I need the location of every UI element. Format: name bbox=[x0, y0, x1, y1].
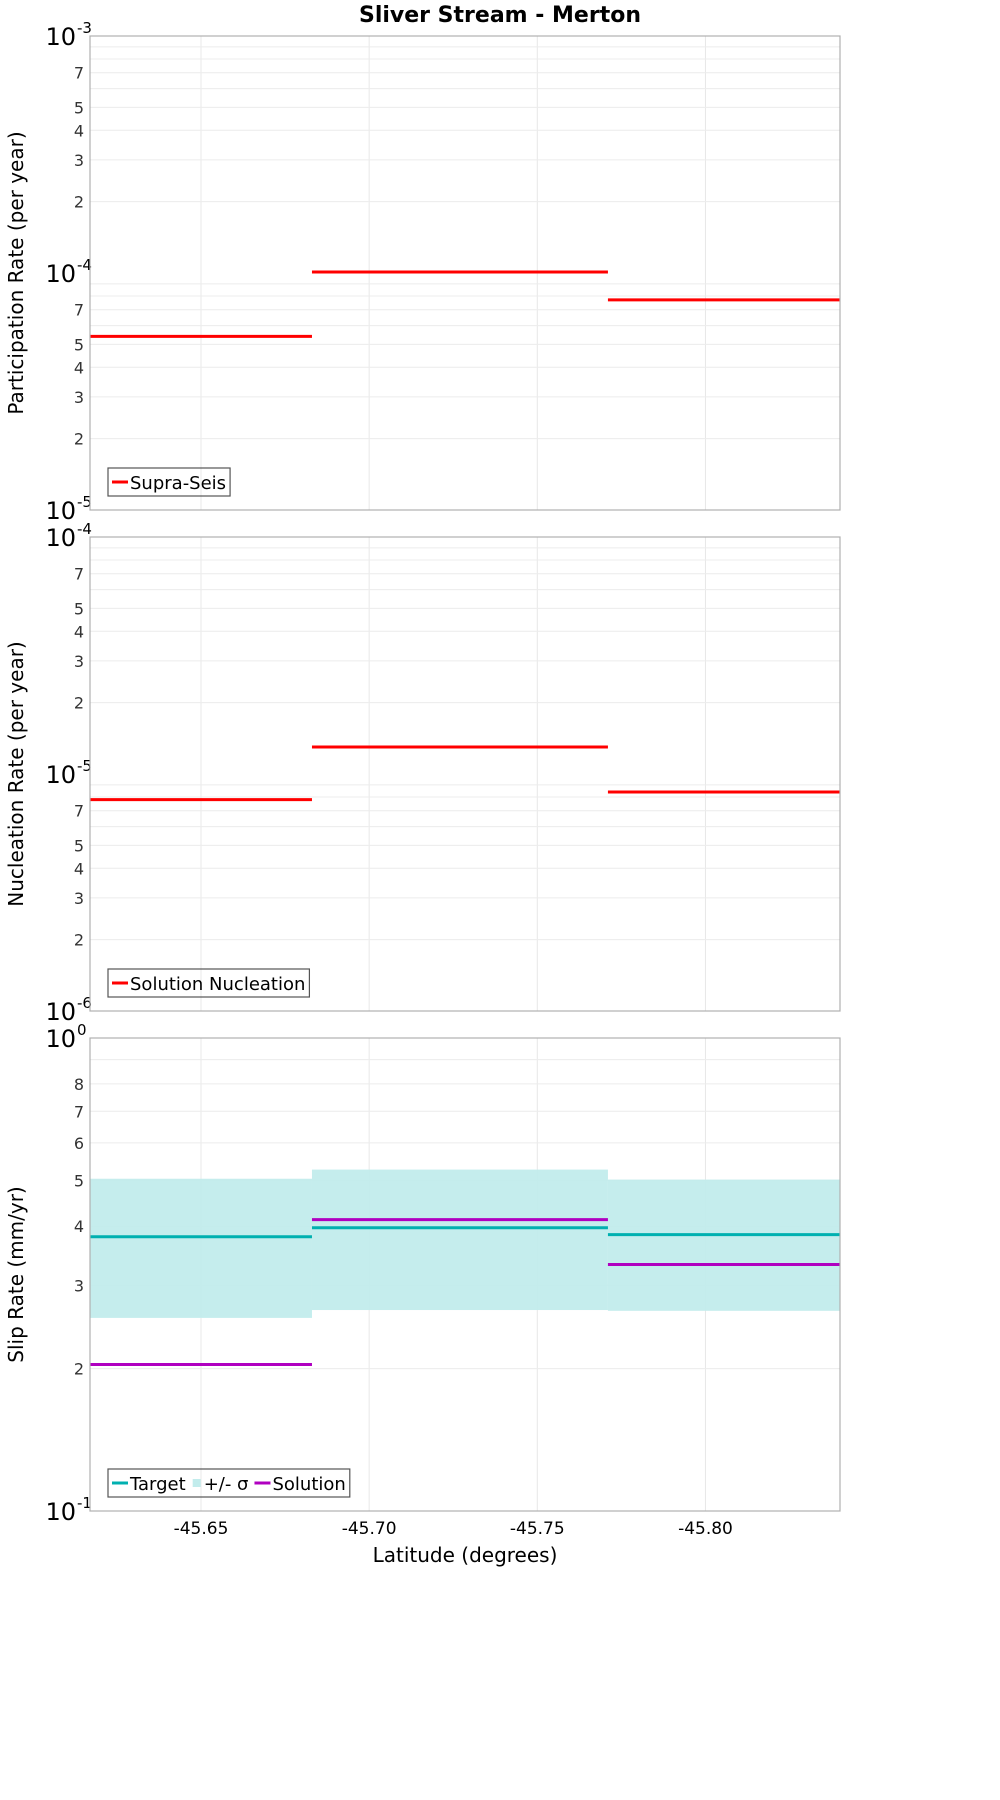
sigma-band bbox=[90, 1178, 312, 1318]
legend-frame bbox=[107, 467, 231, 497]
y-decade-label: 10 bbox=[45, 1025, 76, 1053]
y-decade-exponent: -4 bbox=[77, 520, 92, 538]
y-tick-label: 3 bbox=[74, 1276, 84, 1295]
plot-frame bbox=[89, 35, 841, 511]
y-tick-label: 2 bbox=[74, 694, 84, 713]
y-tick-label: 2 bbox=[74, 931, 84, 950]
y-tick-label: 3 bbox=[74, 388, 84, 407]
y-decade-exponent: -1 bbox=[77, 1494, 92, 1512]
y-axis-label: Nucleation Rate (per year) bbox=[4, 641, 28, 906]
y-tick-label: 7 bbox=[74, 64, 84, 83]
y-decade-exponent: -3 bbox=[77, 19, 92, 37]
y-tick-label: 4 bbox=[74, 358, 84, 377]
y-tick-label: 5 bbox=[74, 599, 84, 618]
chart-title: Sliver Stream - Merton bbox=[359, 3, 641, 28]
legend-label: Target bbox=[129, 1474, 186, 1495]
y-tick-label: 7 bbox=[74, 301, 84, 320]
x-axis-label: Latitude (degrees) bbox=[373, 1543, 558, 1567]
y-tick-label: 4 bbox=[74, 622, 84, 641]
y-tick-label: 6 bbox=[74, 1134, 84, 1153]
y-decade-label: 10 bbox=[45, 497, 76, 525]
y-decade-exponent: -4 bbox=[77, 256, 92, 274]
y-decade-exponent: 0 bbox=[77, 1021, 87, 1039]
x-tick-label: -45.70 bbox=[342, 1519, 397, 1539]
y-axis-label: Slip Rate (mm/yr) bbox=[4, 1186, 28, 1362]
legend-label: +/- σ bbox=[204, 1474, 249, 1495]
y-tick-label: 4 bbox=[74, 1217, 84, 1236]
legend: Supra-Seis bbox=[107, 467, 231, 497]
y-axis-label: Participation Rate (per year) bbox=[4, 131, 28, 414]
y-tick-label: 5 bbox=[74, 1171, 84, 1190]
y-tick-label: 5 bbox=[74, 335, 84, 354]
y-decade-label: 10 bbox=[45, 260, 76, 288]
sigma-band bbox=[607, 1179, 840, 1311]
y-tick-label: 4 bbox=[74, 121, 84, 140]
legend-frame bbox=[107, 1468, 351, 1498]
y-decade-label: 10 bbox=[45, 524, 76, 552]
legend-label: Solution Nucleation bbox=[130, 974, 305, 995]
y-decade-exponent: -6 bbox=[77, 994, 92, 1012]
legend-label: Solution bbox=[272, 1474, 345, 1495]
y-decade-exponent: -5 bbox=[77, 757, 92, 775]
y-tick-label: 7 bbox=[74, 565, 84, 584]
legend-swatch-icon bbox=[192, 1479, 201, 1487]
y-tick-label: 3 bbox=[74, 151, 84, 170]
legend: Target +/- σ Solution bbox=[107, 1468, 351, 1498]
y-tick-label: 2 bbox=[74, 1360, 84, 1379]
y-tick-label: 5 bbox=[74, 836, 84, 855]
x-tick-label: -45.65 bbox=[174, 1519, 229, 1539]
y-tick-label: 7 bbox=[74, 802, 84, 821]
y-decade-label: 10 bbox=[45, 761, 76, 789]
y-tick-label: 4 bbox=[74, 859, 84, 878]
legend-label: Supra-Seis bbox=[130, 473, 226, 494]
y-tick-label: 5 bbox=[74, 98, 84, 117]
y-decade-exponent: -5 bbox=[77, 493, 92, 511]
x-tick-label: -45.80 bbox=[678, 1519, 733, 1539]
sigma-band bbox=[311, 1169, 608, 1311]
y-decade-label: 10 bbox=[45, 1498, 76, 1526]
x-tick-label: -45.75 bbox=[510, 1519, 565, 1539]
y-tick-label: 3 bbox=[74, 889, 84, 908]
y-decade-label: 10 bbox=[45, 23, 76, 51]
y-decade-label: 10 bbox=[45, 998, 76, 1026]
legend-frame bbox=[107, 968, 311, 998]
plot-frame bbox=[89, 536, 841, 1012]
plot-frame bbox=[89, 1037, 841, 1512]
y-tick-label: 7 bbox=[74, 1102, 84, 1121]
y-tick-label: 8 bbox=[74, 1075, 84, 1094]
y-tick-label: 3 bbox=[74, 652, 84, 671]
y-tick-label: 2 bbox=[74, 193, 84, 212]
legend: Solution Nucleation bbox=[107, 968, 311, 998]
y-tick-label: 2 bbox=[74, 430, 84, 449]
